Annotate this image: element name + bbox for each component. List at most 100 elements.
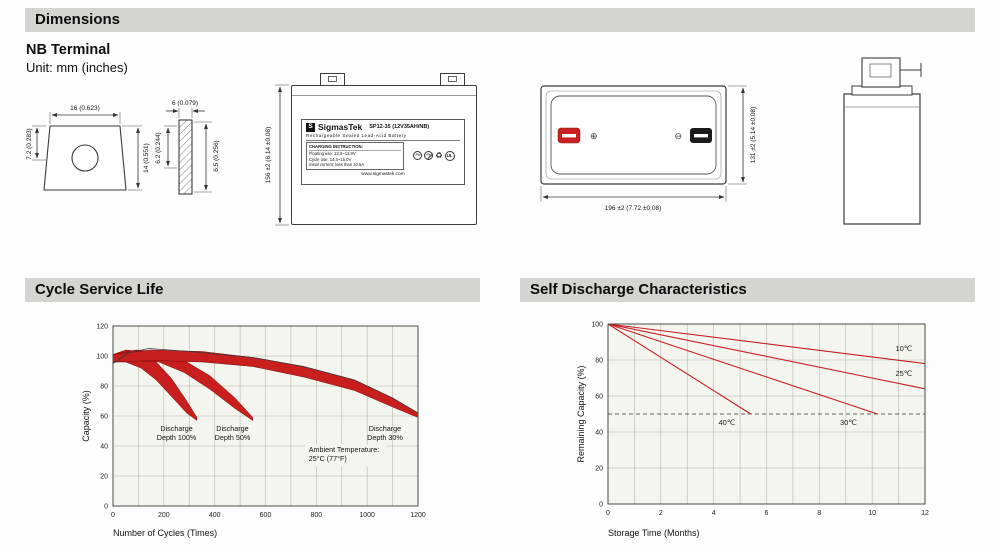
svg-text:30℃: 30℃ xyxy=(840,418,857,427)
black-terminal-slot xyxy=(694,134,708,138)
red-terminal-slot xyxy=(562,134,576,138)
charging-line-current: Initial current: less than 10.5A xyxy=(309,162,365,168)
svg-text:20: 20 xyxy=(100,474,108,481)
dim-terminal-front-width: 16 (0.623) xyxy=(70,105,100,112)
charging-instruction-title: CHARGING INSTRUCTION: xyxy=(309,144,401,151)
svg-text:100: 100 xyxy=(591,322,603,329)
svg-text:Remaining Capacity (%): Remaining Capacity (%) xyxy=(576,365,586,462)
svg-text:Number of Cycles (Times): Number of Cycles (Times) xyxy=(113,528,217,538)
brand-name: SigmasTek xyxy=(318,122,363,132)
svg-text:8: 8 xyxy=(817,510,821,517)
svg-text:1200: 1200 xyxy=(410,512,426,519)
svg-text:2: 2 xyxy=(659,510,663,517)
model-number: SP12-35 (12V35AH/NB) xyxy=(369,123,430,130)
svg-text:0: 0 xyxy=(104,504,108,511)
terminal-type-title: NB Terminal xyxy=(26,42,111,58)
terminal-front-drawing: 16 (0.623) 7.2 (0.283) 14 (0.551) xyxy=(26,105,150,191)
svg-text:120: 120 xyxy=(96,324,108,331)
dim-top-view-width: 131 ±2 (5.14 ±0.08) xyxy=(750,107,757,164)
dim-terminal-front-left: 7.2 (0.283) xyxy=(26,128,33,159)
svg-text:25℃: 25℃ xyxy=(895,369,912,378)
svg-text:0: 0 xyxy=(111,512,115,519)
svg-text:Storage Time (Months): Storage Time (Months) xyxy=(608,528,700,538)
svg-text:200: 200 xyxy=(158,512,170,519)
svg-text:10: 10 xyxy=(868,510,876,517)
svg-text:Capacity (%): Capacity (%) xyxy=(81,390,91,442)
battery-side-view-drawing xyxy=(843,57,922,225)
svg-text:100: 100 xyxy=(96,354,108,361)
positive-symbol: ⊕ xyxy=(590,131,598,141)
charging-line-cycle: Cycle use: 14.4~15.0V xyxy=(309,156,352,162)
lid-seam-line xyxy=(292,95,476,96)
pb-crossed-icon: Pb xyxy=(424,151,434,161)
terminal-side-shape xyxy=(178,119,193,195)
cycle-service-life-title: Cycle Service Life xyxy=(35,281,164,298)
charging-instruction-box: CHARGING INSTRUCTION: Floating use: 13.5… xyxy=(306,142,404,170)
negative-symbol: ⊖ xyxy=(674,131,682,141)
battery-label: S SigmasTek SP12-35 (12V35AH/NB) Recharg… xyxy=(301,119,465,185)
dim-terminal-side-right: 6.5 (0.256) xyxy=(213,140,220,171)
self-discharge-title: Self Discharge Characteristics xyxy=(530,281,747,298)
battery-top-view-drawing: ⊕ ⊖ 196 ±2 (7.72 ±0.08) 131 ±2 (5.14 ±0.… xyxy=(540,85,757,212)
recycle-icon: ♻ xyxy=(435,150,443,160)
svg-text:60: 60 xyxy=(595,394,603,401)
front-height-dimension: 156 ±2 (6.14 ±0.08) xyxy=(265,84,289,226)
certification-icons: Pb Pb ♻ UL xyxy=(408,142,460,169)
charging-line-floating: Floating use: 13.5~13.8V xyxy=(309,151,356,157)
dim-terminal-side-top: 6 (0.079) xyxy=(172,100,198,107)
section-header-dimensions: Dimensions xyxy=(25,8,975,32)
ul-icon: UL xyxy=(444,150,455,161)
terminal-slot xyxy=(328,76,337,82)
terminal-slot xyxy=(448,76,457,82)
svg-text:40℃: 40℃ xyxy=(718,418,735,427)
terminal-side-drawing: 6 (0.079) 6.2 (0.244) 6.5 (0.256) xyxy=(155,100,220,195)
label-website: www.sigmastek.com xyxy=(361,171,405,177)
svg-text:600: 600 xyxy=(260,512,272,519)
top-view-inner-line xyxy=(550,95,717,175)
svg-text:6: 6 xyxy=(765,510,769,517)
pb-icon: Pb xyxy=(413,151,423,161)
svg-text:400: 400 xyxy=(209,512,221,519)
svg-text:Depth 30%: Depth 30% xyxy=(367,433,403,442)
svg-text:20: 20 xyxy=(595,466,603,473)
svg-text:Discharge: Discharge xyxy=(160,424,192,433)
svg-text:40: 40 xyxy=(595,430,603,437)
svg-text:25°C (77°F): 25°C (77°F) xyxy=(309,454,347,463)
section-header-self-discharge: Self Discharge Characteristics xyxy=(520,278,975,302)
svg-text:Depth 100%: Depth 100% xyxy=(157,433,197,442)
svg-text:Discharge: Discharge xyxy=(216,424,248,433)
svg-text:800: 800 xyxy=(310,512,322,519)
sigmastek-logo-icon: S xyxy=(306,122,315,132)
svg-text:80: 80 xyxy=(595,358,603,365)
section-header-cycle-service-life: Cycle Service Life xyxy=(25,278,480,302)
top-view-outer-case xyxy=(540,85,727,185)
svg-text:60: 60 xyxy=(100,414,108,421)
svg-text:80: 80 xyxy=(100,384,108,391)
dim-top-view-length: 196 ±2 (7.72 ±0.08) xyxy=(605,205,662,212)
top-view-mid-line xyxy=(545,90,722,180)
dim-terminal-front-height: 14 (0.551) xyxy=(143,143,150,173)
side-terminal-inner xyxy=(869,63,892,78)
battery-front-body: S SigmasTek SP12-35 (12V35AH/NB) Recharg… xyxy=(291,85,477,225)
svg-text:1000: 1000 xyxy=(359,512,375,519)
svg-text:0: 0 xyxy=(599,502,603,509)
dim-front-height: 156 ±2 (6.14 ±0.08) xyxy=(265,127,272,184)
dimensions-title: Dimensions xyxy=(35,11,121,28)
terminal-bolt-hole xyxy=(71,144,99,172)
battery-front-view: 156 ±2 (6.14 ±0.08) S SigmasTek SP12-35 … xyxy=(263,50,485,232)
dim-terminal-side-left: 6.2 (0.244) xyxy=(155,132,162,163)
self-discharge-chart: 10℃ 25℃ 40℃ 30℃ 0 2 4 6 8 10 12 0 20 40 60 80 100 Storage… xyxy=(576,322,929,539)
svg-text:Ambient Temperature:: Ambient Temperature: xyxy=(309,445,380,454)
svg-text:Discharge: Discharge xyxy=(369,424,401,433)
label-subtitle: Rechargeable Sealed Lead-Acid Battery xyxy=(306,132,460,141)
side-body xyxy=(843,93,921,225)
svg-text:12: 12 xyxy=(921,510,929,517)
unit-note: Unit: mm (inches) xyxy=(26,60,128,75)
svg-text:Depth 50%: Depth 50% xyxy=(215,433,251,442)
svg-text:10℃: 10℃ xyxy=(895,344,912,353)
svg-text:0: 0 xyxy=(606,510,610,517)
svg-text:40: 40 xyxy=(100,444,108,451)
svg-text:4: 4 xyxy=(712,510,716,517)
